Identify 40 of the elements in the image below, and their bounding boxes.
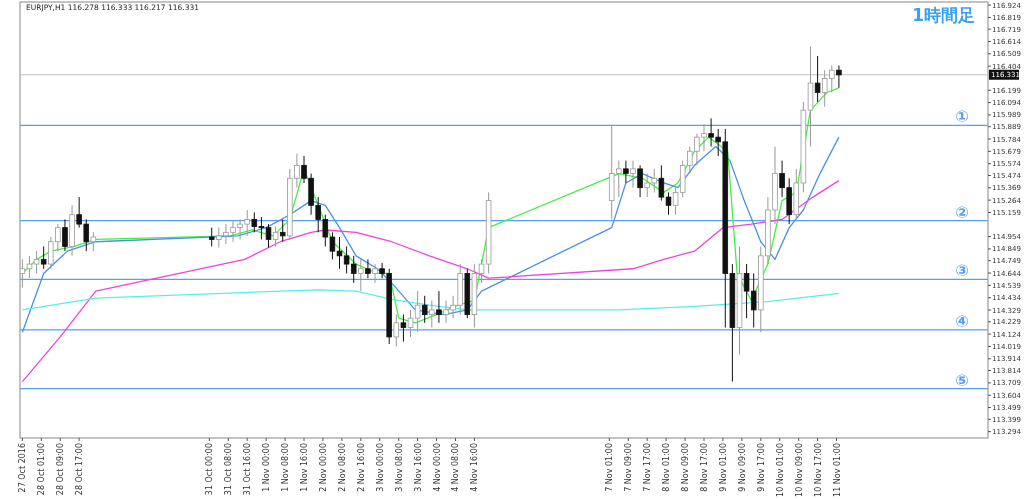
x-tick-label: 9 Nov 01:00 xyxy=(718,443,728,492)
ref-line-label: ③ xyxy=(955,261,969,281)
x-tick-label: 28 Oct 01:00 xyxy=(37,443,47,496)
x-tick-label: 7 Nov 01:00 xyxy=(605,443,615,492)
x-tick-label: 9 Nov 09:00 xyxy=(737,443,747,492)
x-tick-label: 11 Nov 01:00 xyxy=(832,443,842,497)
ref-line-label: ① xyxy=(955,107,969,127)
x-tick-label: 2 Nov 08:00 xyxy=(337,443,347,492)
x-tick-label: 1 Nov 00:00 xyxy=(262,443,272,492)
x-tick-label: 8 Nov 09:00 xyxy=(681,443,691,492)
x-tick-label: 31 Oct 08:00 xyxy=(224,443,234,496)
x-tick-label: 10 Nov 09:00 xyxy=(794,443,804,497)
line-series xyxy=(21,179,840,383)
x-tick-label: 4 Nov 08:00 xyxy=(451,443,461,492)
x-tick-label: 2 Nov 00:00 xyxy=(318,443,328,492)
x-tick-label: 4 Nov 16:00 xyxy=(470,443,480,492)
x-tick-label: 3 Nov 00:00 xyxy=(375,443,385,492)
x-tick-label: 9 Nov 17:00 xyxy=(756,443,766,492)
x-tick-label: 27 Oct 2016 xyxy=(18,443,28,493)
x-tick-label: 4 Nov 00:00 xyxy=(432,443,442,492)
x-tick-label: 31 Oct 16:00 xyxy=(243,443,253,496)
x-tick-label: 8 Nov 17:00 xyxy=(699,443,709,492)
x-tick-label: 28 Oct 09:00 xyxy=(56,443,66,496)
x-tick-label: 1 Nov 16:00 xyxy=(300,443,310,492)
ref-line-label: ⑤ xyxy=(955,370,969,390)
x-tick-label: 1 Nov 08:00 xyxy=(281,443,291,492)
ref-line-label: ② xyxy=(955,202,969,222)
x-tick-label: 3 Nov 16:00 xyxy=(413,443,423,492)
x-tick-label: 8 Nov 01:00 xyxy=(662,443,672,492)
line-series xyxy=(21,136,840,333)
x-tick-label: 10 Nov 01:00 xyxy=(775,443,785,497)
x-tick-label: 31 Oct 00:00 xyxy=(205,443,215,496)
x-tick-label: 2 Nov 16:00 xyxy=(356,443,366,492)
x-tick-label: 3 Nov 08:00 xyxy=(394,443,404,492)
annotation: 1時間足 xyxy=(912,5,975,25)
x-tick-label: 7 Nov 09:00 xyxy=(624,443,634,492)
x-tick-label: 7 Nov 17:00 xyxy=(643,443,653,492)
x-tick-label: 10 Nov 17:00 xyxy=(813,443,823,497)
x-tick-label: 28 Oct 17:00 xyxy=(75,443,85,496)
ref-line-label: ④ xyxy=(955,311,969,331)
